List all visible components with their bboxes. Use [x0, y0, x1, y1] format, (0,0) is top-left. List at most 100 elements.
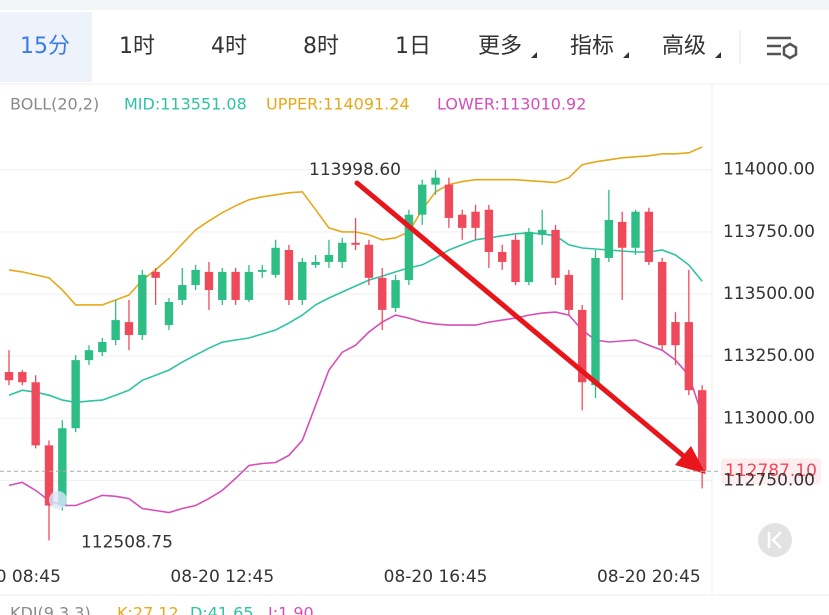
candle-body — [498, 251, 507, 262]
tab[interactable]: 15分 — [20, 34, 70, 59]
footer-indicator: KDJ(9,3,3) — [10, 604, 91, 615]
x-tick-label: 08-20 12:45 — [170, 567, 274, 587]
candle-body — [404, 214, 414, 281]
candle-body — [418, 184, 427, 215]
band-line — [8, 232, 703, 404]
selected-tab-bg — [0, 12, 92, 82]
top-strip — [0, 0, 829, 10]
candle-body — [151, 271, 160, 278]
candle-body — [644, 211, 654, 262]
candle-body — [44, 445, 54, 506]
y-tick-label: 114000.00 — [723, 160, 815, 180]
x-tick-label: 08-20 20:45 — [597, 567, 701, 587]
tab[interactable]: 1日 — [395, 34, 431, 59]
grid — [0, 169, 712, 481]
tab[interactable]: 8时 — [303, 34, 339, 59]
candle-body — [98, 341, 107, 353]
y-tick-label: 113500.00 — [723, 284, 815, 304]
candle-body — [324, 254, 334, 262]
candle-body — [431, 177, 440, 185]
x-tick-label: 08-20 08:45 — [0, 567, 61, 587]
candle-body — [484, 209, 494, 252]
legend: MID:113551.08 UPPER:114091.24 LOWER:113010… — [124, 95, 586, 114]
legend-entry: MID:113551.08 — [124, 95, 247, 114]
y-tick-label: 113250.00 — [723, 346, 815, 366]
last-price-tag — [721, 458, 821, 485]
candle-body — [684, 322, 694, 391]
candle-body — [84, 350, 94, 361]
candle-body — [671, 322, 680, 346]
candle-body — [311, 261, 320, 265]
candle-body — [244, 271, 254, 300]
footer-value: J:1.90 — [267, 604, 314, 615]
min-label: 112508.75 — [81, 532, 173, 552]
candle-body — [577, 309, 587, 383]
legend-entry: LOWER:113010.92 — [437, 95, 586, 114]
settings-icon[interactable] — [767, 36, 798, 60]
y-axis: 114000.00 113750.00 113500.00 113250.00 1130… — [723, 160, 815, 491]
candle-body — [178, 285, 187, 300]
indicator-label: BOLL(20,2) — [10, 95, 99, 114]
candle-body — [111, 320, 120, 340]
candle-body — [124, 322, 134, 336]
candle-body — [564, 274, 574, 310]
band-line — [8, 311, 703, 514]
candle-body — [138, 274, 147, 336]
candle-body — [204, 271, 214, 291]
candle-body — [538, 229, 547, 235]
candle-body — [4, 372, 14, 381]
candle-body — [378, 277, 387, 310]
candle-body — [58, 428, 67, 506]
tab-arrows — [531, 52, 721, 58]
x-axis: 08-20 08:45 08-20 12:45 08-20 16:45 08-20 2… — [0, 567, 701, 587]
candle-body — [284, 250, 294, 300]
candle-body — [551, 229, 560, 278]
candle-body — [657, 261, 667, 346]
tab[interactable]: 更多 — [478, 34, 522, 59]
y-tick-label: 112750.00 — [723, 470, 815, 490]
annotations: 113998.60 112508.75 112787.10 — [0, 160, 821, 552]
y-tick-label: 113000.00 — [723, 408, 815, 428]
candle-body — [218, 271, 227, 300]
last-price-label: 112787.10 — [725, 461, 817, 481]
tab[interactable]: 高级 — [662, 34, 706, 59]
footer-value: D:41.65 — [190, 604, 254, 615]
candle-body — [31, 382, 40, 446]
candle-body — [391, 280, 400, 308]
footer: KDJ(9,3,3) K:27.12 D:41.65 J:1.90 — [10, 604, 314, 615]
candle-body — [271, 247, 280, 275]
y-tick-label: 113750.00 — [723, 222, 815, 242]
footer-value: K:27.12 — [117, 604, 179, 615]
candle-body — [338, 242, 347, 262]
x-tick-label: 08-20 16:45 — [384, 567, 488, 587]
scroll-latest-button[interactable] — [758, 523, 792, 557]
candle-body — [604, 219, 614, 258]
candle-body — [191, 269, 200, 286]
candle-body — [18, 372, 27, 383]
candle-body — [258, 269, 267, 272]
trend-arrow — [354, 180, 706, 474]
tab[interactable]: 指标 — [570, 34, 614, 59]
tabs: 15分 1时 4时 8时 1日 更多 指标 高级 — [20, 34, 706, 59]
candle-body — [591, 257, 600, 386]
candle-body — [231, 271, 240, 300]
candle-body — [458, 214, 467, 228]
candle-body — [364, 244, 374, 278]
max-label: 113998.60 — [309, 160, 401, 180]
candle-body — [524, 231, 534, 283]
candle-body — [444, 184, 454, 218]
candle-body — [631, 211, 640, 248]
tab[interactable]: 1时 — [119, 34, 155, 59]
marker-dot — [49, 491, 67, 509]
legend-entry: UPPER:114091.24 — [266, 95, 410, 114]
candle-body — [511, 239, 520, 283]
candle-body — [351, 242, 360, 245]
candles — [4, 170, 707, 541]
candle-body — [471, 211, 480, 228]
candle-body — [71, 360, 80, 429]
candle-body — [697, 390, 707, 472]
candle-body — [617, 221, 627, 248]
tab[interactable]: 4时 — [211, 34, 247, 59]
